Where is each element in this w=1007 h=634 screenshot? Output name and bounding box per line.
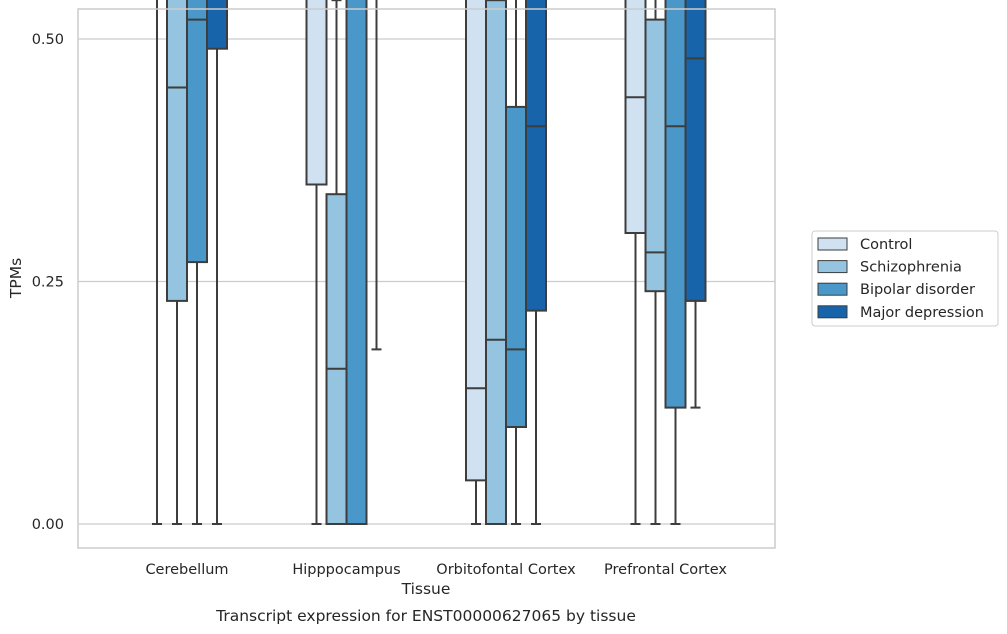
- box-control: [624, 0, 647, 525]
- legend-box: [811, 230, 999, 327]
- box-major-depression: [525, 0, 547, 525]
- box-control: [465, 0, 487, 525]
- box-iqr: [664, 0, 687, 409]
- box-iqr: [684, 0, 707, 302]
- legend-swatch: [817, 260, 848, 274]
- y-tick-labels: 0.000.250.500.751.001.251.501.752.00: [32, 32, 64, 533]
- x-tick-label: Orbitofontal Cortex: [436, 562, 576, 578]
- box-schizophrenia: [644, 0, 667, 525]
- x-tick-label: Hipppocampus: [292, 562, 400, 578]
- box-control: [152, 0, 162, 525]
- legend-swatch: [817, 282, 848, 296]
- legend-label: Bipolar disorder: [860, 282, 975, 298]
- box-control: [305, 0, 328, 525]
- box-iqr: [166, 0, 188, 302]
- y-tick-label: 0.00: [32, 517, 64, 533]
- box-bipolar-disorder: [345, 0, 368, 525]
- legend-swatch: [817, 305, 848, 319]
- legend-label: Schizophrenia: [860, 260, 962, 276]
- legend-swatch: [817, 237, 848, 251]
- legend: Control Schizophrenia Bipolar disorder Majo…: [811, 230, 999, 327]
- box-major-depression: [371, 0, 382, 351]
- plot-border: [77, 8, 776, 549]
- box-iqr: [505, 105, 527, 429]
- box-schizophrenia: [485, 0, 507, 525]
- box-iqr: [485, 0, 507, 525]
- box-iqr: [465, 0, 487, 482]
- box-groups: [152, 0, 707, 525]
- y-tick-label: 0.50: [32, 32, 64, 48]
- box-iqr: [624, 0, 647, 234]
- box-iqr: [325, 193, 348, 525]
- legend-label: Control: [860, 237, 912, 253]
- box-major-depression: [684, 0, 707, 409]
- box-iqr: [345, 0, 368, 525]
- box-iqr: [186, 0, 208, 264]
- box-bipolar-disorder: [664, 0, 687, 525]
- box-iqr: [206, 0, 228, 50]
- x-axis-label: Tissue: [401, 580, 451, 598]
- y-tick-label: 0.25: [32, 275, 64, 291]
- box-major-depression: [206, 0, 228, 525]
- box-bipolar-disorder: [186, 0, 208, 525]
- x-tick-labels: Cerebellum Hipppocampus Orbitofontal Corte…: [145, 562, 727, 578]
- y-axis-label: TPMs: [7, 258, 25, 299]
- box-iqr: [305, 0, 328, 186]
- box-iqr: [644, 18, 667, 293]
- box-iqr: [525, 0, 547, 312]
- box-bipolar-disorder: [505, 0, 527, 525]
- chart-caption: Transcript expression for ENST0000062706…: [215, 607, 636, 625]
- box-schizophrenia: [325, 0, 348, 525]
- x-tick-label: Cerebellum: [145, 562, 228, 578]
- legend-label: Major depression: [860, 305, 984, 321]
- box-schizophrenia: [166, 0, 188, 525]
- x-tick-label: Prefrontal Cortex: [604, 562, 727, 578]
- plot-frame: [77, 8, 776, 549]
